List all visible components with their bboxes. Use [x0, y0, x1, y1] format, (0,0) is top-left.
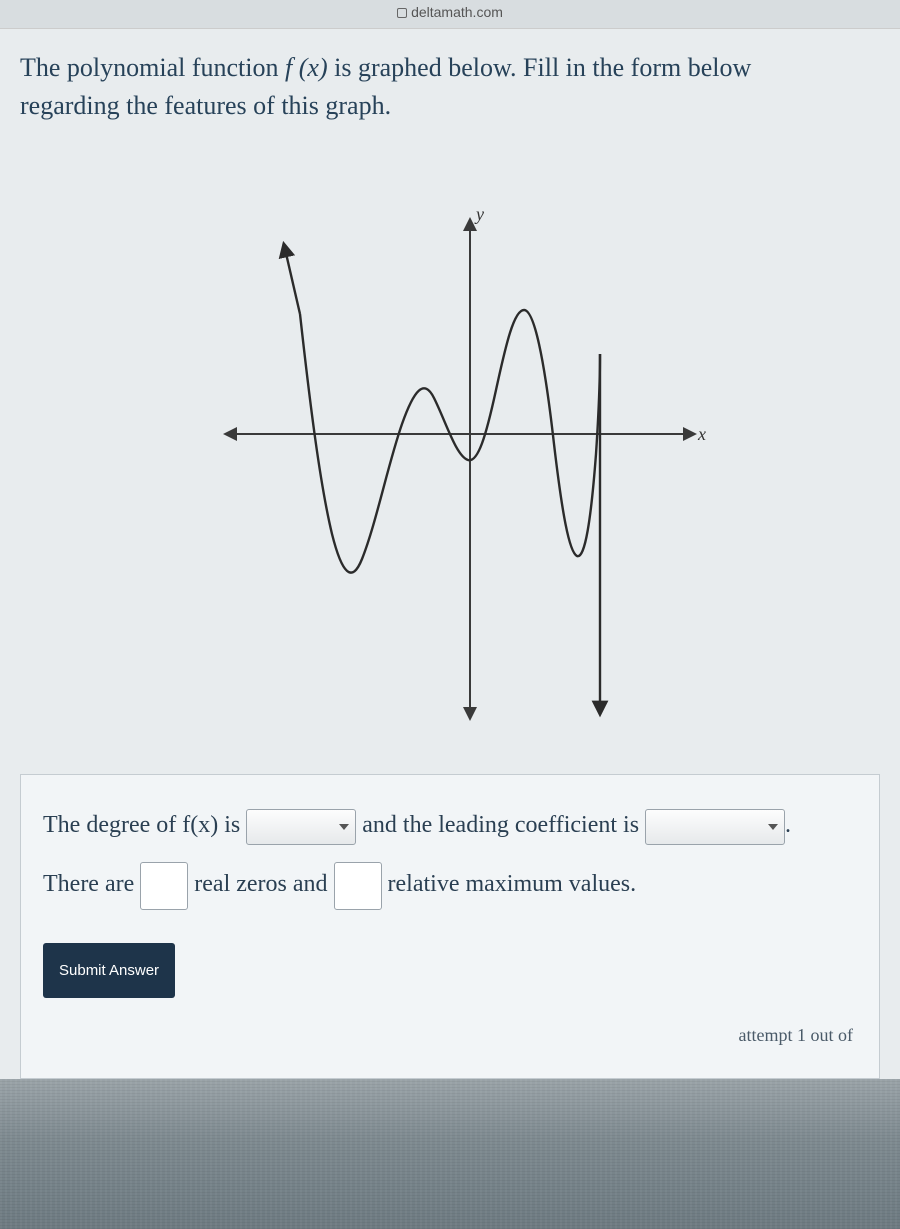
form-row-2: There are real zeros and relative maximu…	[43, 858, 857, 911]
real-zeros-input[interactable]	[140, 862, 188, 910]
degree-dropdown[interactable]	[246, 809, 356, 845]
curve-group	[285, 249, 600, 709]
polynomial-graph: y x	[170, 154, 730, 734]
label-degree: The degree of f(x) is	[43, 812, 246, 838]
attempt-counter: attempt 1 out of	[43, 1016, 857, 1056]
url-text: deltamath.com	[411, 4, 503, 20]
browser-url-bar: deltamath.com	[0, 0, 900, 28]
desk-surface	[0, 1079, 900, 1229]
label-leading-coef: and the leading coefficient is	[362, 812, 645, 838]
label-period: .	[785, 812, 791, 838]
label-rel-max: relative maximum values.	[388, 871, 637, 897]
relative-max-input[interactable]	[334, 862, 382, 910]
label-real-zeros: real zeros and	[194, 871, 333, 897]
curve-left-arrow	[285, 249, 300, 314]
answer-form: The degree of f(x) is and the leading co…	[20, 774, 880, 1078]
question-text: The polynomial function f (x) is graphed…	[20, 49, 880, 124]
chevron-down-icon	[339, 824, 349, 830]
lock-icon	[397, 8, 407, 18]
form-row-1: The degree of f(x) is and the leading co…	[43, 799, 857, 852]
q-fx: f (x)	[285, 53, 328, 82]
chevron-down-icon	[768, 824, 778, 830]
x-axis-label: x	[697, 424, 706, 444]
label-there-are: There are	[43, 871, 140, 897]
submit-button[interactable]: Submit Answer	[43, 943, 175, 998]
q-part-3: regarding the features of this graph.	[20, 91, 391, 120]
problem-page: The polynomial function f (x) is graphed…	[0, 28, 900, 1079]
polynomial-curve	[300, 310, 600, 573]
leading-coefficient-dropdown[interactable]	[645, 809, 785, 845]
y-axis-label: y	[474, 204, 484, 224]
q-part-2: is graphed below. Fill in the form below	[328, 53, 752, 82]
q-part-1: The polynomial function	[20, 53, 285, 82]
graph-svg: y x	[170, 154, 730, 734]
